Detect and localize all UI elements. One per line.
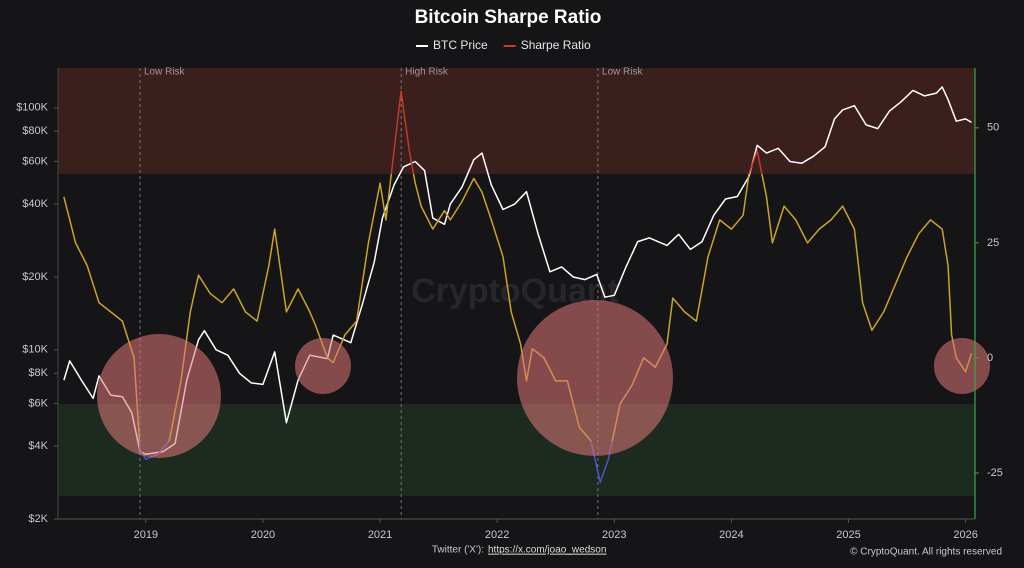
series-line: [63, 86, 972, 456]
highlight-circle: [97, 334, 221, 458]
x-tick-label: 2024: [719, 529, 743, 541]
y-tick-label: $60K: [22, 155, 48, 167]
annotation-label: Low Risk: [602, 67, 644, 78]
y-tick-label: $8K: [28, 367, 48, 379]
x-tick-label: 2025: [836, 529, 860, 541]
y-tick-label: $2K: [28, 513, 48, 525]
y2-tick-label: 25: [987, 237, 999, 249]
chart-title: Bitcoin Sharpe Ratio: [415, 7, 602, 28]
x-tick-label: 2021: [368, 529, 392, 541]
x-tick-label: 2026: [953, 529, 977, 541]
legend-label: Sharpe Ratio: [521, 38, 591, 52]
y-tick-label: $40K: [22, 198, 48, 210]
y-tick-label: $20K: [22, 271, 48, 283]
y2-tick-label: -25: [987, 467, 1003, 479]
y-tick-label: $100K: [16, 102, 48, 114]
x-tick-label: 2022: [485, 529, 509, 541]
highlight-circle: [517, 300, 673, 456]
highlights: [97, 300, 990, 458]
annotation-label: Low Risk: [144, 67, 186, 78]
source-link[interactable]: https://x.com/joao_wedson: [488, 545, 606, 556]
y-tick-label: $4K: [28, 440, 48, 452]
highlight-circle: [295, 338, 351, 394]
highlight-circle: [934, 338, 990, 394]
x-tick-label: 2019: [134, 529, 158, 541]
legend: BTC Price Sharpe Ratio: [416, 38, 591, 52]
x-tick-label: 2020: [251, 529, 275, 541]
legend-label: BTC Price: [433, 38, 488, 52]
series-line: [63, 90, 973, 483]
y-tick-label: $80K: [22, 125, 48, 137]
risk-zone: [58, 68, 975, 174]
y-tick-label: $10K: [22, 344, 48, 356]
x-tick-label: 2023: [602, 529, 626, 541]
copyright: © CryptoQuant. All rights reserved: [850, 547, 1002, 558]
source-label: Twitter ('X'):: [432, 545, 484, 556]
plot: [63, 68, 973, 519]
annotation-label: High Risk: [405, 67, 449, 78]
y2-tick-label: 0: [987, 352, 993, 364]
y-tick-label: $6K: [28, 397, 48, 409]
y2-tick-label: 50: [987, 122, 999, 134]
